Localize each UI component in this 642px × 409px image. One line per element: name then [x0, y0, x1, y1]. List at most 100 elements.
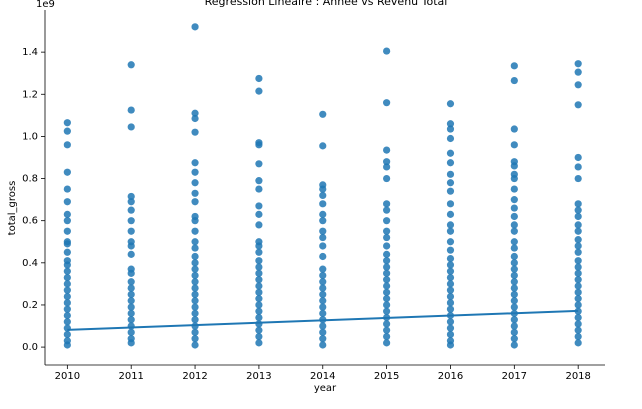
point	[383, 227, 391, 235]
point	[383, 326, 391, 334]
y-axis-label: total_gross	[7, 181, 18, 236]
point	[63, 217, 71, 225]
point	[127, 278, 135, 286]
point	[191, 265, 199, 273]
point	[191, 179, 199, 187]
point	[574, 301, 582, 309]
point	[446, 286, 455, 294]
point	[255, 202, 263, 210]
point	[446, 200, 455, 208]
point	[255, 307, 263, 315]
point	[255, 339, 263, 347]
point	[319, 284, 327, 292]
point	[446, 125, 455, 133]
point	[510, 125, 518, 133]
point	[319, 341, 327, 349]
x-tick-label: 2018	[565, 371, 590, 382]
point	[574, 269, 582, 277]
point	[574, 332, 582, 341]
point	[191, 316, 199, 324]
x-tick-label: 2016	[438, 371, 463, 382]
offset-label: 1e9	[36, 0, 55, 10]
point	[510, 162, 518, 170]
point	[446, 267, 455, 275]
point	[127, 61, 135, 69]
point	[319, 233, 327, 242]
point	[191, 259, 199, 267]
point	[255, 141, 263, 149]
point	[446, 227, 455, 235]
point	[510, 244, 518, 252]
point	[383, 233, 391, 242]
point	[319, 191, 327, 200]
point	[574, 81, 582, 89]
point	[127, 328, 135, 336]
point	[127, 217, 135, 225]
point	[383, 288, 391, 296]
point	[510, 328, 518, 336]
x-tick-label: 2011	[118, 371, 143, 382]
point	[510, 212, 518, 221]
point	[510, 185, 518, 193]
point	[510, 316, 518, 324]
point	[319, 227, 327, 235]
point	[255, 242, 263, 250]
point	[255, 257, 263, 265]
point	[510, 196, 518, 204]
point	[446, 299, 455, 307]
y-tick-label: 1.0	[22, 131, 38, 142]
point	[574, 174, 582, 183]
point	[319, 322, 327, 330]
point	[446, 179, 455, 187]
point	[255, 332, 263, 341]
y-tick-label: 0.2	[22, 300, 38, 311]
point	[446, 280, 455, 288]
point	[574, 326, 582, 334]
point	[383, 282, 391, 290]
point	[574, 163, 582, 171]
point	[574, 227, 582, 235]
point	[127, 227, 135, 235]
point	[446, 305, 455, 313]
point	[574, 153, 582, 162]
point	[191, 271, 199, 280]
point	[510, 76, 518, 85]
point	[383, 206, 391, 214]
y-tick-label: 0.8	[22, 174, 38, 185]
point	[319, 278, 327, 286]
point	[127, 309, 135, 317]
point	[510, 238, 518, 246]
point	[446, 134, 455, 143]
x-axis-label: year	[314, 383, 337, 394]
x-tick-label: 2013	[246, 371, 271, 382]
point	[319, 297, 327, 305]
y-tick-label: 0.0	[22, 342, 38, 353]
point	[574, 68, 582, 76]
x-tick-label: 2014	[310, 371, 335, 382]
point	[191, 328, 199, 336]
point	[510, 174, 518, 183]
point	[446, 324, 455, 332]
point	[510, 297, 518, 305]
point	[574, 288, 582, 296]
point	[127, 316, 135, 324]
point	[383, 250, 391, 258]
point	[383, 163, 391, 171]
point	[63, 261, 71, 269]
point	[510, 271, 518, 280]
point	[255, 320, 263, 328]
point	[574, 339, 582, 347]
point	[574, 212, 582, 221]
point	[127, 206, 135, 214]
point	[510, 322, 518, 330]
x-tick-label: 2015	[374, 371, 399, 382]
point	[191, 303, 199, 311]
point	[63, 248, 71, 256]
point	[574, 242, 582, 250]
point	[510, 290, 518, 299]
point	[63, 280, 71, 288]
point	[255, 313, 263, 322]
point	[319, 142, 327, 150]
point	[574, 320, 582, 328]
point	[191, 284, 199, 292]
